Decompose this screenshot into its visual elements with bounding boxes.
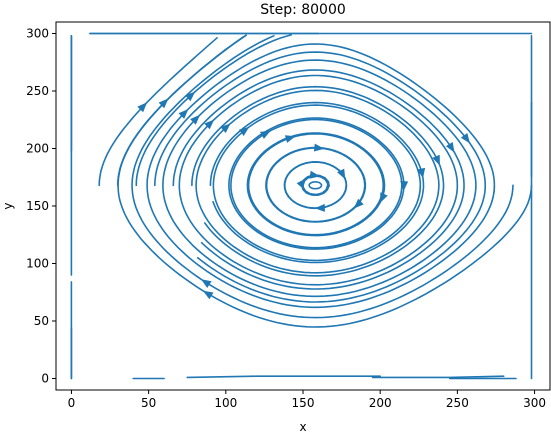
plot-area xyxy=(70,32,533,380)
flow-arrow xyxy=(137,102,148,113)
y-tick-label: 250 xyxy=(26,84,49,98)
flow-arrow xyxy=(296,178,307,189)
streamline xyxy=(283,161,348,210)
y-tick-label: 150 xyxy=(26,199,49,213)
flow-arrow xyxy=(432,154,440,166)
y-tick-label: 50 xyxy=(34,314,49,328)
x-axis-ticks: 0 50 100 150 200 250 300 xyxy=(68,390,546,410)
chart-title: Step: 80000 xyxy=(260,2,346,18)
flow-arrow xyxy=(201,279,212,288)
flow-arrow xyxy=(460,133,470,144)
x-tick-label: 100 xyxy=(214,396,237,410)
x-tick-label: 150 xyxy=(292,396,315,410)
streamline xyxy=(371,375,505,379)
y-tick-label: 300 xyxy=(26,27,49,41)
flow-arrow xyxy=(417,167,426,179)
flow-arrow xyxy=(314,203,325,212)
flow-arrow xyxy=(309,170,320,179)
flow-arrow xyxy=(337,168,346,180)
flow-arrow xyxy=(220,123,231,133)
flow-arrow xyxy=(445,142,455,153)
x-tick-label: 250 xyxy=(446,396,469,410)
y-tick-label: 100 xyxy=(26,257,49,271)
x-tick-label: 0 xyxy=(68,396,76,410)
flow-arrow xyxy=(284,135,296,143)
y-tick-label: 0 xyxy=(41,372,49,386)
flow-arrow xyxy=(238,126,250,136)
y-tick-label: 200 xyxy=(26,142,49,156)
flow-arrow xyxy=(313,143,325,152)
streamline xyxy=(265,146,367,223)
x-tick-label: 300 xyxy=(523,396,546,410)
x-axis-label: x xyxy=(299,420,306,434)
flow-arrow xyxy=(202,290,214,300)
x-tick-label: 200 xyxy=(369,396,392,410)
flow-arrow xyxy=(260,130,271,139)
streamline xyxy=(308,181,323,190)
y-axis-ticks: 0 50 100 150 200 250 300 xyxy=(26,27,56,386)
y-axis-label: y xyxy=(1,202,15,209)
flow-arrow xyxy=(185,91,196,102)
flow-arrow xyxy=(353,198,364,209)
flow-arrow xyxy=(190,114,200,125)
x-tick-label: 50 xyxy=(141,396,156,410)
flow-arrow xyxy=(379,192,388,203)
flow-arrow xyxy=(158,98,169,109)
flow-arrows xyxy=(137,91,470,300)
flow-arrow xyxy=(400,180,409,192)
flow-arrow xyxy=(178,109,189,119)
flow-arrow xyxy=(204,119,215,130)
streamline xyxy=(228,117,405,250)
streamlines xyxy=(70,32,533,380)
streamline xyxy=(186,375,381,379)
